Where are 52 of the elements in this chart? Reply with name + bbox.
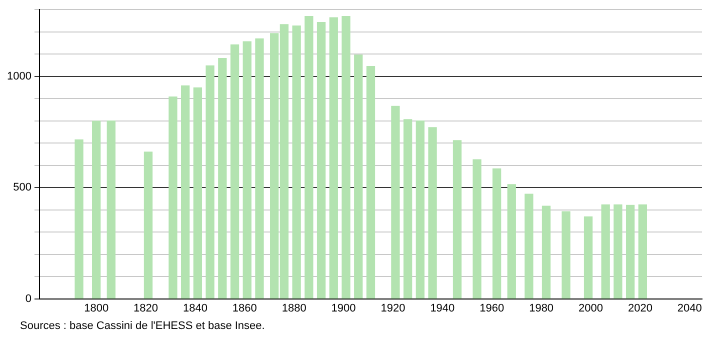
x-tick-label: 2000 bbox=[578, 302, 603, 314]
x-tick-label: 1960 bbox=[480, 302, 504, 314]
bar bbox=[354, 54, 363, 299]
bar bbox=[74, 139, 84, 299]
y-tick-label: 1000 bbox=[6, 70, 32, 82]
bar bbox=[416, 120, 425, 299]
bar bbox=[366, 66, 376, 299]
x-tick-label: 1920 bbox=[380, 302, 406, 314]
bar bbox=[292, 26, 301, 299]
bar bbox=[180, 85, 190, 299]
bar bbox=[614, 204, 622, 299]
bar bbox=[391, 106, 400, 299]
bar bbox=[524, 194, 534, 299]
bar bbox=[492, 168, 502, 299]
x-tick-label: 1900 bbox=[331, 302, 356, 314]
y-tick-label: 500 bbox=[13, 182, 32, 194]
bar bbox=[92, 120, 101, 299]
x-tick-label: 1860 bbox=[232, 302, 257, 314]
bar bbox=[106, 120, 116, 299]
x-tick-label: 2040 bbox=[677, 302, 702, 314]
bar bbox=[255, 38, 264, 299]
bar bbox=[218, 58, 227, 299]
bar bbox=[242, 41, 252, 299]
bar bbox=[329, 17, 338, 299]
bar bbox=[168, 96, 178, 299]
x-tick-label: 2020 bbox=[628, 302, 652, 314]
x-tick-label: 1840 bbox=[182, 302, 208, 314]
bar bbox=[601, 204, 610, 299]
bar bbox=[144, 152, 153, 299]
bar bbox=[472, 159, 482, 299]
bar bbox=[638, 204, 647, 299]
x-tick-label: 1800 bbox=[84, 302, 109, 314]
bar bbox=[193, 87, 202, 299]
x-tick-label: 1940 bbox=[430, 302, 455, 314]
bar bbox=[562, 211, 570, 299]
bar bbox=[342, 16, 350, 299]
bar bbox=[584, 216, 593, 299]
x-tick-label: 1820 bbox=[134, 302, 158, 314]
bar bbox=[230, 44, 240, 299]
y-tick-label: 0 bbox=[25, 292, 32, 305]
bar bbox=[626, 204, 635, 299]
bar bbox=[304, 16, 314, 299]
bar bbox=[403, 119, 412, 299]
x-tick-label: 1980 bbox=[529, 302, 554, 314]
bar bbox=[507, 184, 516, 299]
bar bbox=[542, 206, 551, 299]
source-note: Sources : base Cassini de l'EHESS et base Insee. bbox=[20, 320, 265, 332]
bar bbox=[452, 140, 462, 299]
bar bbox=[316, 22, 326, 299]
bar bbox=[206, 65, 214, 299]
bar bbox=[428, 127, 437, 299]
x-tick-label: 1880 bbox=[282, 302, 306, 314]
